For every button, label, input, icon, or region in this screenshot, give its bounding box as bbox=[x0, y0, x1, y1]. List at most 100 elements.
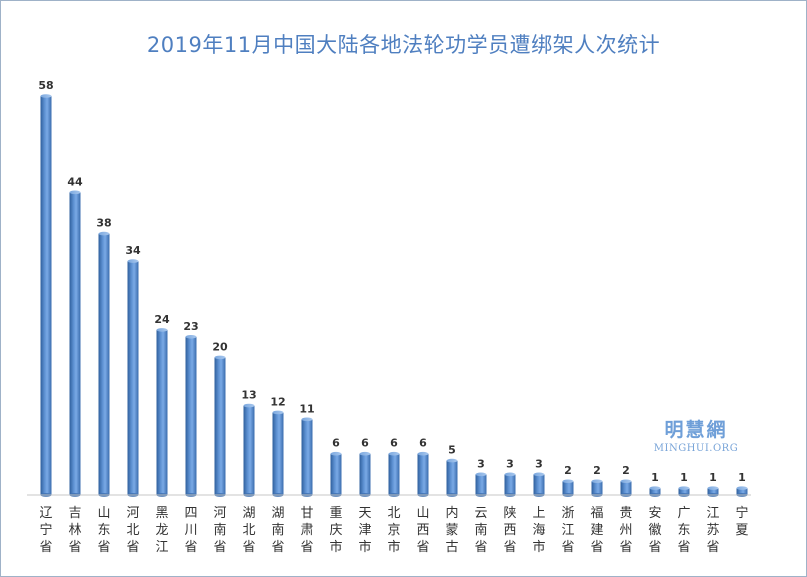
bar-10 bbox=[301, 417, 313, 497]
bar-3 bbox=[98, 231, 110, 497]
bar-14 bbox=[417, 451, 429, 497]
bar-cap bbox=[69, 190, 81, 195]
bar-7 bbox=[214, 355, 226, 497]
bar-body bbox=[185, 336, 197, 495]
bar-6 bbox=[185, 334, 197, 497]
bar-5 bbox=[156, 328, 168, 497]
category-label: 湖南省 bbox=[271, 506, 284, 555]
bar-body bbox=[417, 453, 429, 495]
bar-cap bbox=[417, 451, 429, 456]
bar-cap bbox=[98, 231, 110, 236]
category-label: 湖北省 bbox=[242, 506, 255, 555]
category-label: 黑龙江 bbox=[155, 506, 168, 555]
bar-13 bbox=[388, 451, 400, 497]
bar-body bbox=[69, 192, 81, 495]
category-label: 四川省 bbox=[184, 506, 197, 555]
chart-title: 2019年11月中国大陆各地法轮功学员遭绑架人次统计 bbox=[146, 33, 661, 57]
data-label: 38 bbox=[96, 217, 111, 230]
data-label: 3 bbox=[535, 457, 543, 470]
bar-body bbox=[40, 96, 52, 495]
data-label: 1 bbox=[651, 471, 659, 484]
category-label: 山东省 bbox=[97, 506, 110, 555]
bar-4 bbox=[127, 259, 139, 497]
bar-17 bbox=[504, 472, 516, 497]
data-label: 2 bbox=[593, 464, 601, 477]
bar-16 bbox=[475, 472, 487, 497]
bar-19 bbox=[562, 479, 574, 497]
bar-cap bbox=[736, 486, 748, 490]
bar-cap bbox=[359, 451, 371, 456]
data-label: 5 bbox=[448, 444, 456, 457]
bar-21 bbox=[620, 479, 632, 497]
bar-15 bbox=[446, 458, 458, 497]
category-label: 山西省 bbox=[416, 506, 429, 555]
bar-cap bbox=[533, 472, 545, 477]
bar-cap bbox=[40, 94, 52, 98]
bar-body bbox=[359, 453, 371, 495]
bar-body bbox=[475, 474, 487, 495]
bar-2 bbox=[69, 190, 81, 497]
data-label: 1 bbox=[680, 471, 688, 484]
bar-body bbox=[388, 453, 400, 495]
bar-body bbox=[446, 460, 458, 495]
bar-body bbox=[156, 329, 168, 495]
bar-cap bbox=[214, 355, 226, 360]
minghui-watermark: 明慧網 MINGHUI.ORG bbox=[621, 415, 771, 454]
category-label: 浙江省 bbox=[561, 506, 574, 555]
bar-cap bbox=[707, 486, 719, 490]
data-label: 3 bbox=[506, 457, 514, 470]
category-label: 辽宁省 bbox=[39, 506, 52, 555]
bar-body bbox=[620, 481, 632, 495]
bar-body bbox=[272, 412, 284, 495]
bar-cap bbox=[156, 328, 168, 332]
category-label: 江苏省 bbox=[706, 506, 719, 555]
watermark-logo-text: 明慧網 bbox=[664, 419, 728, 441]
bars-layer bbox=[40, 94, 748, 497]
category-label: 重庆市 bbox=[329, 505, 342, 555]
bar-body bbox=[678, 488, 690, 495]
data-label: 2 bbox=[564, 464, 572, 477]
category-label: 甘肃省 bbox=[300, 506, 313, 555]
bar-18 bbox=[533, 472, 545, 497]
bar-cap bbox=[185, 334, 197, 339]
bar-20 bbox=[591, 479, 603, 497]
bar-cap bbox=[591, 479, 603, 484]
bar-cap bbox=[243, 403, 255, 408]
category-label: 贵州省 bbox=[619, 506, 632, 555]
bar-1 bbox=[40, 94, 52, 497]
bar-cap bbox=[446, 458, 458, 463]
bar-body bbox=[98, 233, 110, 495]
data-label: 34 bbox=[125, 244, 141, 257]
category-label: 河南省 bbox=[213, 506, 226, 555]
category-label: 安徽省 bbox=[648, 506, 661, 555]
category-label: 福建省 bbox=[590, 506, 603, 555]
category-label: 云南省 bbox=[474, 506, 487, 555]
bar-body bbox=[649, 488, 661, 495]
category-label: 吉林省 bbox=[68, 506, 81, 555]
bar-body bbox=[504, 474, 516, 495]
data-label: 20 bbox=[212, 340, 228, 353]
data-label: 11 bbox=[299, 402, 314, 415]
data-label: 2 bbox=[622, 464, 630, 477]
bar-body bbox=[533, 474, 545, 495]
category-label: 上海市 bbox=[532, 506, 545, 555]
category-label: 广东省 bbox=[677, 506, 690, 555]
bar-11 bbox=[330, 451, 342, 497]
data-label: 6 bbox=[390, 437, 398, 450]
category-label: 北京市 bbox=[387, 506, 400, 555]
bar-cap bbox=[649, 486, 661, 490]
bar-cap bbox=[388, 451, 400, 456]
labels-layer: 58辽宁省44吉林省38山东省34河北省24黑龙江23四川省20河南省13湖北省… bbox=[38, 79, 748, 555]
bar-body bbox=[330, 453, 342, 495]
category-label: 天津市 bbox=[358, 506, 371, 555]
category-label: 宁夏 bbox=[735, 505, 748, 538]
bar-cap bbox=[620, 479, 632, 484]
data-label: 58 bbox=[38, 79, 53, 92]
bar-cap bbox=[562, 479, 574, 484]
bar-cap bbox=[678, 486, 690, 490]
bar-body bbox=[127, 261, 139, 495]
bar-body bbox=[301, 419, 313, 495]
bar-body bbox=[591, 481, 603, 495]
